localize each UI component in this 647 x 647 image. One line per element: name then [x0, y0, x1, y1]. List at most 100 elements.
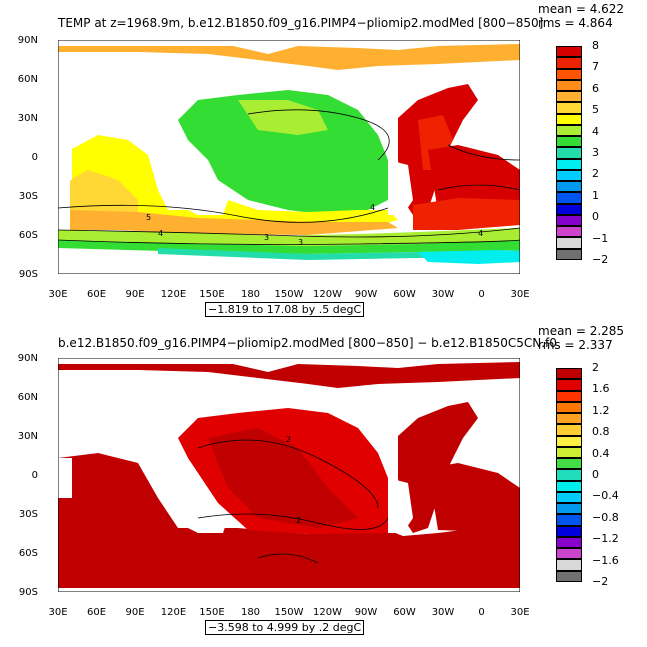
colorbar-swatch	[556, 548, 582, 560]
top-map: 5 4 4 4 3 3	[58, 40, 520, 274]
colorbar-swatch	[556, 57, 582, 69]
lon-label: 60W	[393, 289, 416, 300]
lon-label: 180	[240, 607, 261, 618]
bottom-range-label: −3.598 to 4.999 by .2 degC	[205, 620, 365, 635]
lon-label: 90E	[125, 607, 145, 618]
contour-label: 5	[146, 213, 151, 222]
colorbar-label: −1.6	[592, 553, 619, 567]
colorbar-swatch	[556, 525, 582, 537]
top-colorbar	[556, 46, 582, 260]
contour-label: 4	[478, 229, 483, 238]
colorbar-swatch	[556, 248, 582, 260]
lat-label: 30S	[18, 191, 38, 202]
bottom-map: 2 2	[58, 358, 520, 592]
colorbar-swatch	[556, 514, 582, 526]
colorbar-label: −0.8	[592, 510, 619, 524]
colorbar-label: 1.2	[592, 403, 610, 417]
colorbar-swatch	[556, 136, 582, 148]
colorbar-swatch	[556, 435, 582, 447]
colorbar-label: 0.4	[592, 446, 610, 460]
lon-label: 150E	[199, 607, 225, 618]
lat-label: 30S	[18, 509, 38, 520]
lon-label: 0	[478, 607, 485, 618]
lon-label: 30W	[431, 607, 455, 618]
colorbar-swatch	[556, 503, 582, 515]
colorbar-label: 6	[592, 81, 599, 95]
contour-label: 3	[264, 233, 269, 242]
colorbar-swatch	[556, 368, 582, 380]
lat-label: 90S	[18, 269, 38, 280]
top-panel: mean = 4.622 rms = 4.864 TEMP at z=1968.…	[0, 0, 647, 320]
contour-label: 2	[296, 516, 301, 525]
contour-label: 4	[370, 203, 375, 212]
colorbar-swatch	[556, 480, 582, 492]
colorbar-swatch	[556, 570, 582, 582]
lon-label: 30E	[48, 289, 68, 300]
lon-label: 120E	[160, 289, 187, 300]
colorbar-swatch	[556, 214, 582, 226]
lon-label: 150W	[274, 289, 304, 300]
colorbar-label: 0	[592, 468, 599, 481]
colorbar-label: 3	[592, 146, 599, 159]
colorbar-swatch	[556, 237, 582, 249]
lon-label: 60E	[86, 607, 107, 618]
bottom-mean: mean = 2.285	[538, 324, 625, 338]
lat-label: 90S	[18, 587, 38, 598]
contour-label: 3	[298, 238, 303, 247]
colorbar-label: 7	[592, 60, 599, 74]
top-mean: mean = 4.622	[538, 2, 625, 16]
lon-label: 90E	[125, 289, 145, 300]
colorbar-label: −2	[592, 575, 609, 588]
colorbar-label: 1.6	[592, 382, 610, 396]
colorbar-swatch	[556, 458, 582, 470]
lat-label: 0	[31, 470, 38, 481]
lat-label: 90N	[17, 353, 38, 364]
lon-label: 0	[478, 289, 485, 300]
colorbar-swatch	[556, 68, 582, 80]
colorbar-swatch	[556, 158, 582, 170]
colorbar-label: 0	[592, 210, 599, 224]
colorbar-label: 8	[592, 39, 599, 52]
colorbar-swatch	[556, 379, 582, 391]
lon-label: 150E	[199, 289, 225, 300]
colorbar-label: 4	[592, 124, 599, 138]
colorbar-swatch	[556, 181, 582, 193]
lon-label: 60W	[393, 607, 416, 618]
lat-label: 60S	[18, 230, 38, 241]
colorbar-swatch	[556, 192, 582, 204]
colorbar-label: −0.4	[592, 489, 619, 503]
colorbar-label: −1	[592, 231, 609, 245]
lon-label: 150W	[274, 607, 304, 618]
lon-label: 30E	[510, 607, 530, 618]
colorbar-swatch	[556, 91, 582, 103]
top-range-label: −1.819 to 17.08 by .5 degC	[205, 302, 365, 317]
colorbar-swatch	[556, 102, 582, 114]
colorbar-label: 5	[592, 103, 599, 117]
colorbar-label: 0.8	[592, 425, 610, 439]
lon-label: 30E	[48, 607, 68, 618]
colorbar-swatch	[556, 113, 582, 125]
colorbar-swatch	[556, 147, 582, 159]
colorbar-swatch	[556, 390, 582, 402]
colorbar-label: 2	[592, 167, 599, 181]
contour-label: 4	[158, 229, 163, 238]
colorbar-label: −1.2	[592, 532, 619, 546]
lat-label: 30N	[17, 431, 38, 442]
top-rms: rms = 4.864	[538, 16, 613, 30]
lon-label: 120E	[160, 607, 187, 618]
lat-label: 90N	[17, 35, 38, 46]
colorbar-label: 1	[592, 188, 599, 202]
contour-label: 2	[286, 435, 291, 444]
colorbar-swatch	[556, 413, 582, 425]
lon-label: 90W	[354, 607, 378, 618]
bottom-rms: rms = 2.337	[538, 338, 613, 352]
lon-label: 30W	[431, 289, 455, 300]
colorbar-swatch	[556, 491, 582, 503]
lon-label: 30E	[510, 289, 530, 300]
bottom-title: b.e12.B1850.f09_g16.PIMP4−pliomip2.modMe…	[58, 336, 557, 350]
colorbar-swatch	[556, 469, 582, 481]
lat-label: 60N	[17, 74, 38, 85]
colorbar-swatch	[556, 124, 582, 136]
lon-label: 180	[240, 289, 261, 300]
colorbar-swatch	[556, 559, 582, 571]
